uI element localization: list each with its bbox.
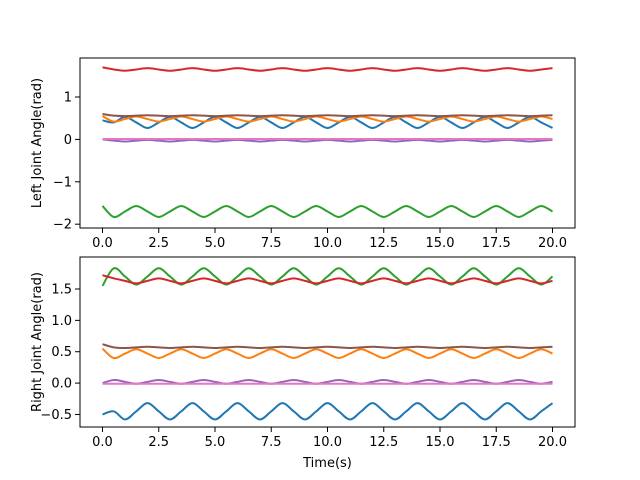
- x-tick-label: 12.5: [369, 435, 398, 450]
- series-line-1: [102, 115, 553, 123]
- y-tick-label: 0.0: [51, 377, 72, 392]
- x-tick-label: 2.5: [148, 236, 169, 251]
- x-tick-label: 2.5: [148, 435, 169, 450]
- x-tick-label: 5.0: [205, 435, 226, 450]
- y-tick-label: −1: [53, 175, 72, 190]
- y-tick-label: −2: [53, 218, 72, 233]
- x-tick-label: 7.5: [261, 435, 282, 450]
- y-tick-label: −0.5: [40, 408, 72, 423]
- series-group: [101, 66, 553, 219]
- x-tick-label: 5.0: [205, 236, 226, 251]
- x-tick-label: 10.0: [313, 236, 342, 251]
- x-tick-label: 0.0: [92, 236, 113, 251]
- series-group: [101, 267, 554, 421]
- x-tick-label: 15.0: [426, 435, 455, 450]
- series-line-3: [102, 66, 553, 72]
- x-tick-label: 12.5: [369, 236, 398, 251]
- series-line-3: [102, 274, 553, 285]
- x-tick-label: 20.0: [538, 435, 567, 450]
- axes-frame: [79, 57, 576, 229]
- x-tick-label: 15.0: [426, 236, 455, 251]
- y-tick-label: 0.5: [51, 345, 72, 360]
- y-tick-label: 0: [64, 133, 72, 148]
- series-line-0: [102, 402, 554, 421]
- y-tick-label: 1.0: [51, 314, 72, 329]
- x-tick-label: 0.0: [92, 435, 113, 450]
- series-line-5: [102, 112, 553, 118]
- subplot-left: 0.0 2.5 5.0 7.5 10.0 12.5 15.0 17.5 20.0 −2 −1 0 1 Le…: [30, 57, 576, 251]
- series-line-2: [101, 204, 553, 219]
- y-tick-label: 1.5: [51, 282, 72, 297]
- x-tick-label: 20.0: [538, 236, 567, 251]
- y-axis-label: Right Joint Angle(rad): [30, 272, 45, 412]
- x-tick-label: 17.5: [482, 236, 511, 251]
- y-tick-label: 1: [64, 91, 72, 106]
- subplot-right: 0.0 2.5 5.0 7.5 10.0 12.5 15.0 17.5 20.0 −0.5 0.0 0…: [30, 256, 576, 471]
- series-line-5: [102, 343, 553, 349]
- x-tick-label: 7.5: [261, 236, 282, 251]
- x-axis-label: Time(s): [302, 456, 352, 471]
- x-tick-label: 10.0: [313, 435, 342, 450]
- series-line-1: [101, 347, 553, 360]
- x-tick-label: 17.5: [482, 435, 511, 450]
- series-line-2: [101, 267, 554, 287]
- y-axis-label: Left Joint Angle(rad): [30, 78, 45, 208]
